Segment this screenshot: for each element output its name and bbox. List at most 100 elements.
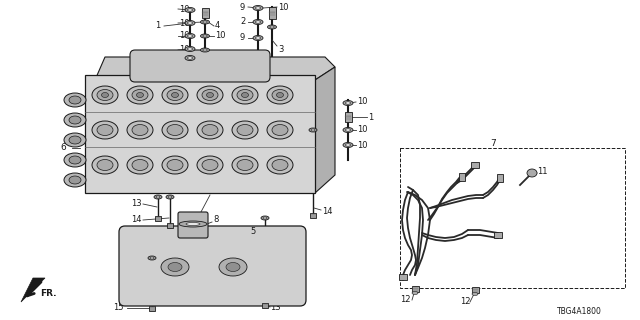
Ellipse shape: [346, 102, 351, 104]
Ellipse shape: [200, 20, 209, 24]
Ellipse shape: [64, 93, 86, 107]
Ellipse shape: [188, 57, 193, 59]
Text: 6: 6: [60, 143, 66, 153]
Text: 5: 5: [250, 228, 255, 236]
Text: TBG4A1800: TBG4A1800: [557, 308, 602, 316]
Ellipse shape: [226, 262, 240, 271]
Ellipse shape: [472, 292, 478, 295]
Text: 10: 10: [179, 19, 189, 28]
Ellipse shape: [102, 92, 109, 98]
Ellipse shape: [219, 258, 247, 276]
Ellipse shape: [127, 121, 153, 139]
Ellipse shape: [200, 48, 209, 52]
Ellipse shape: [346, 144, 351, 146]
Ellipse shape: [309, 128, 317, 132]
Ellipse shape: [167, 124, 183, 135]
Ellipse shape: [156, 196, 160, 198]
Bar: [494, 232, 502, 238]
Ellipse shape: [203, 49, 207, 51]
Ellipse shape: [185, 20, 195, 26]
Text: 4: 4: [215, 21, 220, 30]
Ellipse shape: [237, 90, 253, 100]
Ellipse shape: [232, 121, 258, 139]
Text: 10: 10: [179, 45, 189, 54]
Ellipse shape: [64, 113, 86, 127]
Ellipse shape: [166, 195, 174, 199]
Text: 11: 11: [537, 167, 547, 177]
Text: 12: 12: [400, 295, 410, 305]
Polygon shape: [95, 57, 335, 80]
Ellipse shape: [168, 196, 172, 198]
Ellipse shape: [272, 124, 288, 135]
Ellipse shape: [343, 100, 353, 106]
Ellipse shape: [188, 9, 193, 11]
Text: 8: 8: [213, 215, 218, 225]
Bar: [310, 212, 316, 218]
Ellipse shape: [132, 159, 148, 171]
Ellipse shape: [69, 176, 81, 184]
Ellipse shape: [64, 173, 86, 187]
Ellipse shape: [64, 133, 86, 147]
Ellipse shape: [179, 221, 207, 227]
Ellipse shape: [269, 26, 275, 28]
Ellipse shape: [272, 159, 288, 171]
Polygon shape: [315, 67, 335, 193]
Bar: [400, 148, 625, 288]
Ellipse shape: [185, 7, 195, 12]
Polygon shape: [21, 278, 45, 302]
Bar: [269, 7, 275, 19]
Ellipse shape: [203, 35, 207, 37]
Ellipse shape: [162, 121, 188, 139]
Ellipse shape: [237, 159, 253, 171]
Bar: [262, 302, 268, 308]
Bar: [149, 306, 155, 310]
Bar: [202, 8, 209, 18]
Ellipse shape: [232, 86, 258, 104]
Ellipse shape: [167, 90, 183, 100]
Text: 10: 10: [278, 3, 289, 12]
FancyBboxPatch shape: [130, 50, 270, 82]
Bar: [471, 162, 479, 168]
Ellipse shape: [69, 116, 81, 124]
Text: 12: 12: [460, 298, 470, 307]
Ellipse shape: [186, 222, 200, 226]
Ellipse shape: [241, 92, 248, 98]
Ellipse shape: [346, 129, 351, 131]
Ellipse shape: [412, 292, 418, 294]
Ellipse shape: [161, 258, 189, 276]
Ellipse shape: [162, 86, 188, 104]
Ellipse shape: [253, 5, 263, 11]
Ellipse shape: [97, 124, 113, 135]
Ellipse shape: [154, 195, 162, 199]
Bar: [472, 287, 479, 293]
Ellipse shape: [92, 86, 118, 104]
Ellipse shape: [267, 86, 293, 104]
Ellipse shape: [232, 156, 258, 174]
Ellipse shape: [200, 34, 209, 38]
Text: 10: 10: [357, 98, 367, 107]
Ellipse shape: [343, 127, 353, 132]
Ellipse shape: [197, 156, 223, 174]
Ellipse shape: [311, 129, 315, 131]
Bar: [344, 112, 351, 122]
Ellipse shape: [203, 21, 207, 23]
Bar: [412, 286, 419, 292]
Ellipse shape: [132, 124, 148, 135]
Ellipse shape: [197, 86, 223, 104]
Ellipse shape: [188, 35, 193, 37]
Ellipse shape: [267, 156, 293, 174]
Text: 1: 1: [368, 113, 373, 122]
Ellipse shape: [148, 256, 156, 260]
Ellipse shape: [237, 124, 253, 135]
Ellipse shape: [185, 55, 195, 60]
Text: 14: 14: [322, 207, 333, 217]
Ellipse shape: [253, 36, 263, 41]
Bar: [155, 215, 161, 220]
Text: FR.: FR.: [40, 289, 56, 298]
Bar: [85, 75, 315, 193]
Ellipse shape: [127, 86, 153, 104]
Ellipse shape: [150, 257, 154, 259]
Bar: [497, 174, 503, 182]
Text: 10: 10: [357, 125, 367, 134]
Ellipse shape: [92, 156, 118, 174]
